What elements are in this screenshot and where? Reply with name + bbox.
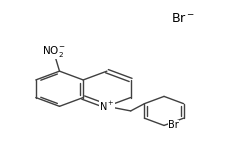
Text: Br$^-$: Br$^-$ <box>171 12 195 25</box>
Text: N$^+$: N$^+$ <box>99 100 115 113</box>
Text: Br: Br <box>168 120 179 131</box>
Text: NO$_2^{-}$: NO$_2^{-}$ <box>42 44 65 59</box>
